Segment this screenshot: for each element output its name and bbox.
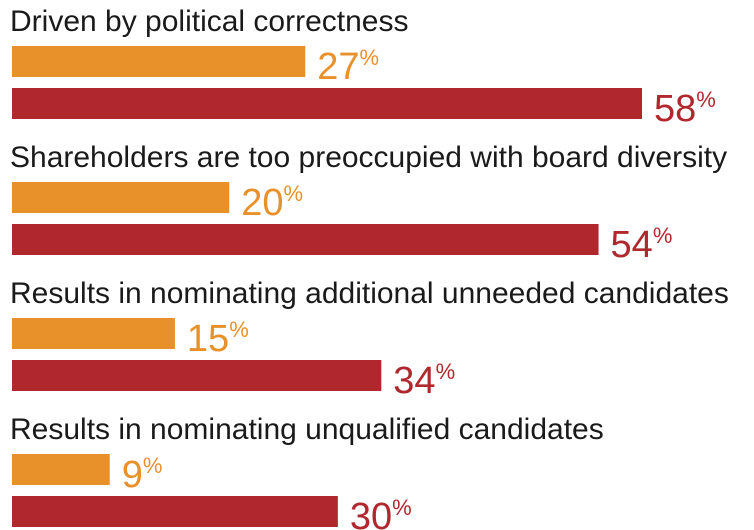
category-label: Driven by political correctness	[10, 5, 408, 38]
data-label: 54%	[611, 223, 673, 266]
category-label: Shareholders are too preoccupied with bo…	[10, 141, 727, 174]
data-label: 34%	[393, 359, 455, 402]
data-label: 15%	[187, 317, 249, 360]
bar	[12, 454, 110, 485]
bar	[12, 46, 306, 77]
data-label: 58%	[654, 87, 716, 130]
bar	[12, 360, 382, 391]
bar	[12, 88, 642, 119]
data-label: 30%	[350, 495, 412, 530]
bar	[12, 224, 599, 255]
data-label: 9%	[122, 453, 163, 496]
bar	[12, 318, 175, 349]
category-label: Results in nominating additional unneede…	[10, 277, 729, 310]
bar	[12, 496, 338, 527]
data-label: 27%	[317, 45, 379, 88]
data-label: 20%	[241, 181, 303, 224]
category-label: Results in nominating unqualified candid…	[10, 413, 604, 446]
bar	[12, 182, 230, 213]
